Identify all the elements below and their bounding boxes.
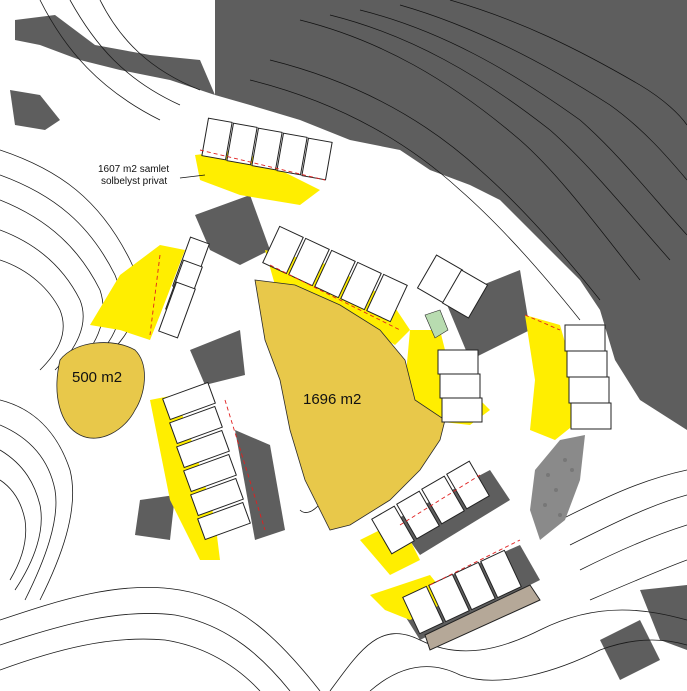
sunlit-area-east-block (525, 315, 580, 440)
shadow-southwest-block (235, 430, 285, 540)
building-row-southwest (162, 381, 251, 541)
building-row-east-middle (437, 349, 483, 423)
vegetation-patch (530, 435, 585, 540)
building-row-east-upper (416, 254, 489, 319)
shadow-contour-lines (249, 0, 687, 321)
callout-leader-line (179, 174, 206, 179)
shadow-north-strip (15, 15, 215, 95)
shadow-center-west-block (190, 330, 245, 385)
callout-label-line2: solbelyst privat (101, 176, 167, 187)
shadow-far-southwest (135, 495, 175, 540)
shadow-west-blob (10, 90, 60, 130)
building-row-north (201, 117, 333, 181)
shadow-northeast-slope (215, 0, 687, 430)
shadow-below-north-block (195, 195, 270, 265)
building-row-ridge (262, 225, 408, 323)
area-label-west: 500 m2 (72, 369, 122, 386)
area-west-500m2 (56, 342, 145, 439)
terrace-southeast (424, 584, 541, 651)
sunlit-area-northwest-lawn (90, 245, 185, 340)
building-row-south (371, 460, 490, 555)
shadow-right-edge (640, 585, 687, 650)
property-lines (149, 149, 561, 586)
area-center-1696m2 (254, 279, 446, 531)
building-row-southeast (402, 549, 522, 635)
building-row-east (564, 324, 612, 430)
callout-label-line1: 1607 m2 samlet (98, 164, 169, 175)
shadow-bottom-right (600, 620, 660, 680)
building-row-northwest (158, 236, 210, 339)
buildings (158, 117, 612, 651)
green-patch (424, 309, 449, 339)
sunlit-area-north-block (195, 150, 320, 205)
area-label-center: 1696 m2 (303, 391, 361, 408)
